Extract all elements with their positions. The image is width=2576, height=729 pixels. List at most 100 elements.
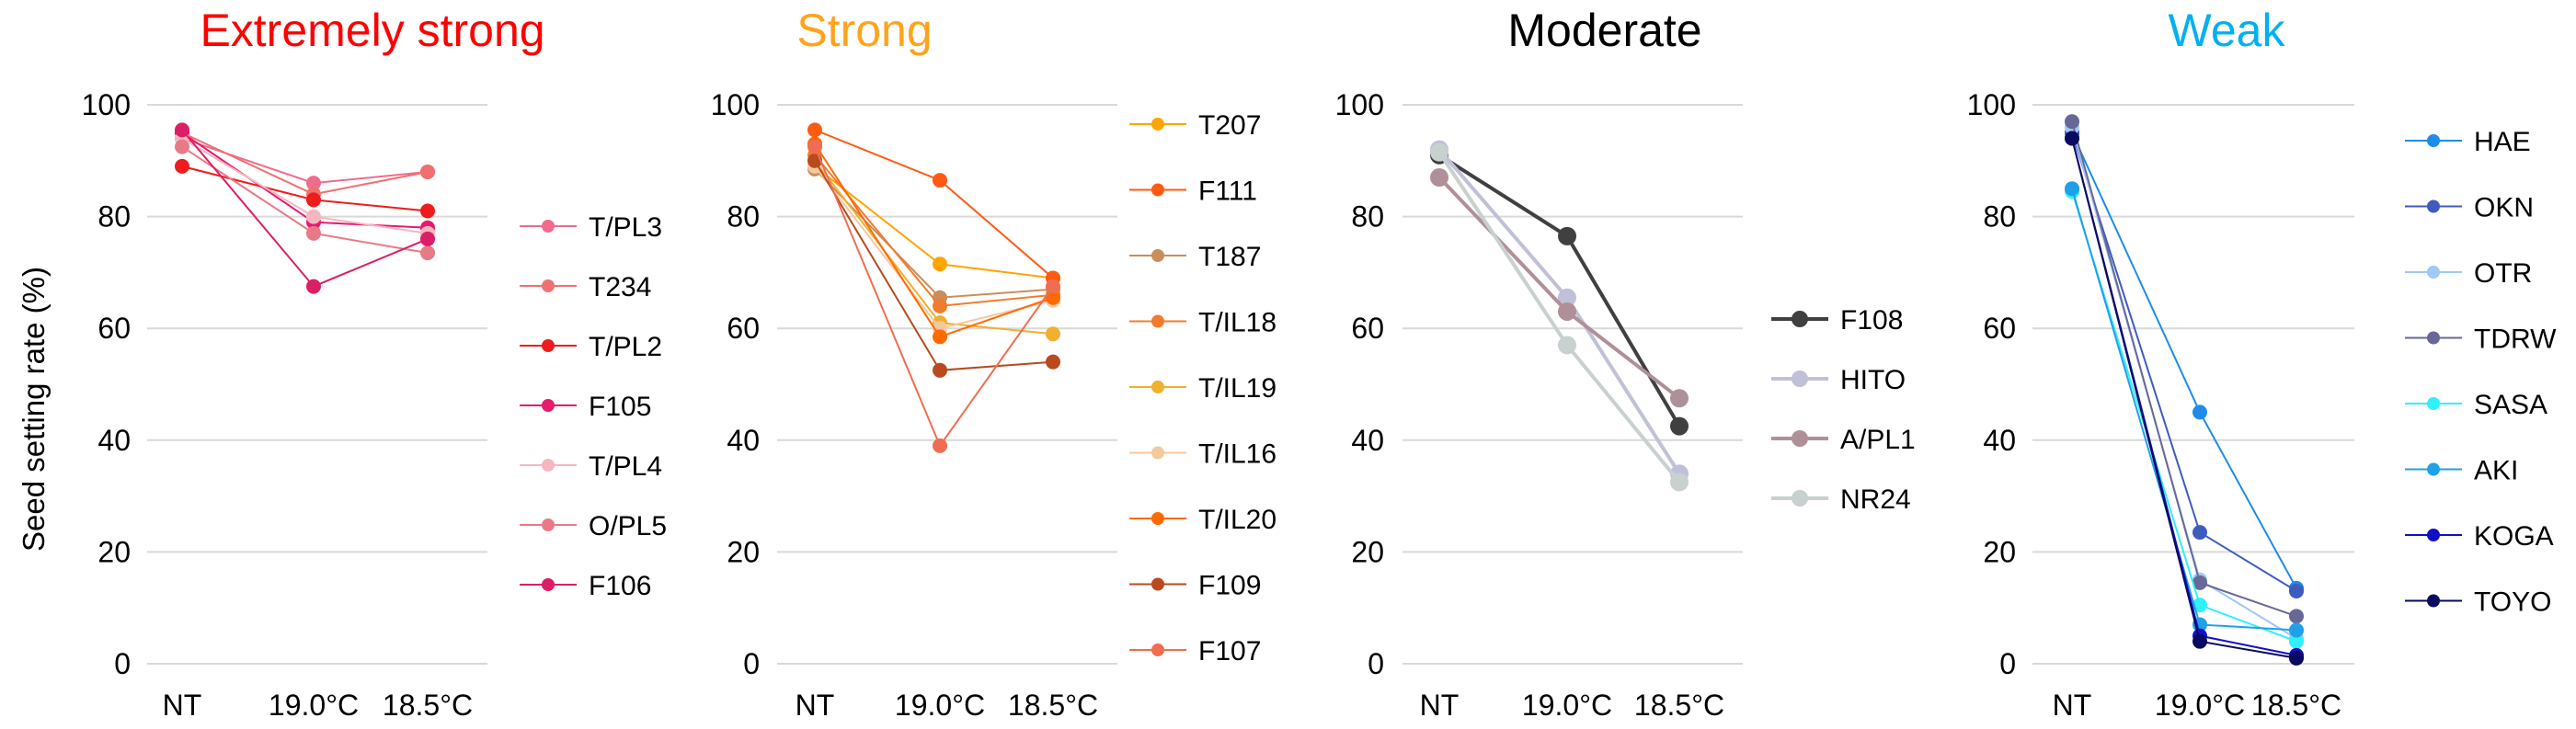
legend-label: T/IL16 <box>1198 439 1277 470</box>
y-tick-label: 0 <box>1999 647 2016 680</box>
data-point-toyo <box>2065 131 2079 146</box>
y-tick-label: 0 <box>743 647 760 680</box>
legend-label: T/PL3 <box>589 212 662 243</box>
data-point-okn <box>2192 525 2207 541</box>
legend-marker <box>2427 462 2440 476</box>
y-tick-label: 60 <box>97 312 131 345</box>
data-point-toyo <box>2192 633 2207 649</box>
x-tick-label: 19.0°C <box>2155 689 2245 722</box>
legend-marker <box>1792 370 1808 387</box>
legend-label: TDRW <box>2474 325 2557 355</box>
data-point-a-pl1 <box>1430 168 1448 188</box>
data-point-nr24 <box>1430 142 1448 162</box>
data-point-t-il20 <box>1046 290 1060 305</box>
chart-title: Moderate <box>1507 5 1701 56</box>
legend-item-t-pl4: T/PL4 <box>520 451 662 482</box>
data-point-t234 <box>420 164 435 179</box>
legend-marker <box>1151 381 1164 393</box>
legend-item-t-pl3: T/PL3 <box>520 212 662 243</box>
legend-label: T/PL4 <box>589 451 662 482</box>
series-line-t234 <box>181 131 429 196</box>
series-line-tdrw <box>2071 120 2297 618</box>
x-tick-label: NT <box>163 689 202 722</box>
legend-marker <box>1792 490 1808 507</box>
legend-marker <box>1151 183 1164 197</box>
data-point-f106 <box>175 122 189 138</box>
chart-title: Strong <box>796 5 932 56</box>
legend-marker <box>1792 311 1808 327</box>
legend-item-t-il19: T/IL19 <box>1129 373 1277 404</box>
data-point-f107 <box>933 438 947 453</box>
legend-label: T/IL19 <box>1198 373 1277 404</box>
y-tick-label: 40 <box>727 424 760 457</box>
data-point-t-pl4 <box>306 209 321 224</box>
y-tick-label: 0 <box>114 647 131 680</box>
data-point-t-pl2 <box>306 192 321 208</box>
data-point-aki <box>2065 181 2079 197</box>
legend-marker <box>1151 118 1164 131</box>
y-tick-label: 40 <box>1351 424 1384 457</box>
legend-item-t207: T207 <box>1129 110 1261 141</box>
y-tick-label: 60 <box>727 312 760 345</box>
y-tick-label: 80 <box>727 200 760 234</box>
legend-marker <box>1151 644 1164 656</box>
data-point-t-pl3 <box>306 176 321 191</box>
legend-marker <box>542 279 555 292</box>
legend-marker <box>2427 331 2440 345</box>
legend-item-t-pl2: T/PL2 <box>520 332 662 362</box>
chart-title: Weak <box>2169 5 2286 56</box>
data-point-aki <box>2289 622 2304 638</box>
legend-label: T187 <box>1198 242 1261 272</box>
legend-marker <box>2427 199 2440 213</box>
legend-label: A/PL1 <box>1840 425 1916 455</box>
y-tick-label: 20 <box>1351 535 1384 568</box>
series-line-aki <box>2071 188 2297 632</box>
y-tick-label: 60 <box>1351 312 1384 345</box>
data-point-f109 <box>1046 354 1060 370</box>
data-point-t207 <box>933 256 947 272</box>
x-tick-label: 18.5°C <box>2251 689 2341 722</box>
legend-label: T/IL20 <box>1198 505 1277 535</box>
legend-item-t234: T234 <box>520 272 651 302</box>
data-point-tdrw <box>2192 575 2207 590</box>
data-point-toyo <box>2289 650 2304 666</box>
legend-marker <box>2427 266 2440 279</box>
legend-label: F108 <box>1840 305 1903 336</box>
y-tick-label: 40 <box>97 424 131 457</box>
y-tick-label: 80 <box>1983 200 2016 234</box>
legend-item-o-pl5: O/PL5 <box>520 511 667 541</box>
data-point-hae <box>2192 404 2207 420</box>
legend-item-sasa: SASA <box>2405 390 2547 420</box>
legend-label: KOGA <box>2474 521 2554 552</box>
legend-label: T234 <box>589 272 651 302</box>
legend-marker <box>542 339 555 352</box>
legend-label: F106 <box>589 571 651 601</box>
legend-item-hae: HAE <box>2405 127 2531 157</box>
legend-item-tdrw: TDRW <box>2405 325 2557 355</box>
data-point-f107 <box>1046 279 1060 294</box>
legend-item-f106: F106 <box>520 571 651 601</box>
data-point-sasa <box>2192 598 2207 613</box>
legend-marker <box>1792 430 1808 447</box>
data-point-nr24 <box>1670 473 1689 492</box>
legend-label: F107 <box>1198 636 1261 666</box>
y-tick-label: 100 <box>1967 88 2016 121</box>
legend-label: OTR <box>2474 258 2532 289</box>
data-point-hito <box>1558 288 1576 307</box>
x-tick-label: 18.5°C <box>1634 689 1724 722</box>
legend-item-f109: F109 <box>1129 571 1261 601</box>
chart-panel-extremely-strong: Extremely strong 0 20 40 60 80 100 NT 19.0°C 18.5… <box>82 5 667 722</box>
data-point-a-pl1 <box>1558 302 1576 321</box>
legend-item-f111: F111 <box>1129 177 1257 207</box>
data-point-a-pl1 <box>1670 389 1689 408</box>
data-point-t-il20 <box>933 329 947 345</box>
legend-marker <box>542 220 555 233</box>
data-point-f111 <box>933 173 947 188</box>
x-tick-label: 19.0°C <box>895 689 985 722</box>
data-point-tdrw <box>2289 609 2304 624</box>
data-point-o-pl5 <box>175 139 189 154</box>
legend-label: T/PL2 <box>589 332 662 362</box>
series-line-nr24 <box>1437 151 1681 484</box>
y-tick-label: 100 <box>82 88 131 121</box>
data-point-o-pl5 <box>306 225 321 241</box>
